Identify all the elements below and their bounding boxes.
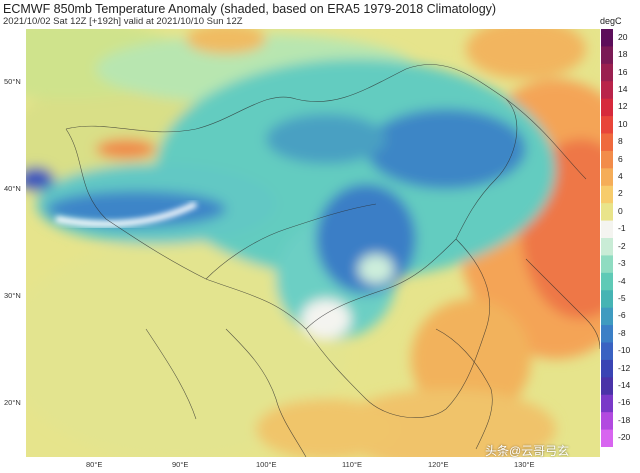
warm-anomaly: [411, 299, 531, 419]
colorbar-swatch: [601, 203, 613, 222]
lat-label: 50°N: [4, 77, 21, 86]
cold-core: [366, 109, 526, 189]
lat-label: 40°N: [4, 184, 21, 193]
colorbar-tick-label: -20: [618, 432, 631, 443]
country-borders: [65, 64, 600, 457]
colorbar-tick-label: 10: [618, 118, 628, 129]
colorbar-tick-label: -4: [618, 275, 626, 286]
colorbar-swatch: [601, 272, 613, 291]
colorbar-unit: degC: [600, 16, 622, 26]
lon-label: 120°E: [428, 460, 449, 469]
map-subtitle: 2021/10/02 Sat 12Z [+192h] valid at 2021…: [3, 16, 243, 27]
colorbar-tick-label: 20: [618, 31, 628, 42]
neutral-spot: [358, 254, 394, 284]
anomaly-map-canvas: [26, 29, 600, 457]
colorbar: [601, 29, 613, 448]
lon-label: 110°E: [342, 460, 362, 469]
colorbar-swatch: [601, 81, 613, 100]
colorbar-swatch: [601, 325, 613, 343]
colorbar-swatch: [601, 429, 613, 448]
colorbar-tick-label: 14: [618, 83, 628, 94]
colorbar-tick-label: 18: [618, 49, 628, 60]
neutral-spot: [301, 299, 351, 339]
watermark: 头条@云哥弓玄: [485, 444, 570, 458]
colorbar-tick-label: -2: [618, 240, 626, 251]
lon-label: 90°E: [172, 460, 189, 469]
cold-core: [266, 114, 386, 164]
colorbar-swatch: [601, 220, 613, 239]
colorbar-tick-label: 0: [618, 205, 623, 216]
colorbar-tick-label: -6: [618, 310, 626, 321]
colorbar-swatch: [601, 255, 613, 274]
colorbar-swatch: [601, 394, 613, 413]
colorbar-tick-label: -1: [618, 223, 626, 234]
colorbar-swatches: [601, 29, 613, 448]
colorbar-swatch: [601, 359, 613, 378]
cold-core: [26, 167, 54, 191]
colorbar-tick-label: -8: [618, 327, 626, 338]
colorbar-tick-label: -10: [618, 345, 631, 356]
colorbar-swatch: [601, 150, 613, 169]
anomaly-patch: [26, 239, 346, 457]
colorbar-tick-label: -16: [618, 397, 631, 408]
colorbar-tick-label: 2: [618, 188, 623, 199]
colorbar-swatch: [601, 412, 613, 431]
lat-label: 20°N: [4, 398, 21, 407]
colorbar-tick-label: 4: [618, 171, 623, 182]
colorbar-swatch: [601, 342, 613, 361]
colorbar-swatch: [601, 98, 613, 117]
colorbar-tick-label: 12: [618, 101, 628, 112]
colorbar-swatch: [601, 116, 613, 134]
colorbar-tick-label: 6: [618, 153, 623, 164]
colorbar-tick-label: 8: [618, 136, 623, 147]
colorbar-swatch: [601, 307, 613, 326]
colorbar-swatch: [601, 29, 613, 47]
cold-core: [46, 191, 226, 227]
map-title: ECMWF 850mb Temperature Anomaly (shaded,…: [3, 2, 497, 16]
colorbar-swatch: [601, 63, 613, 82]
warm-anomaly: [96, 139, 156, 159]
colorbar-swatch: [601, 133, 613, 152]
lat-label: 30°N: [4, 291, 21, 300]
colorbar-swatch: [601, 290, 613, 309]
colorbar-tick-label: -5: [618, 292, 626, 303]
colorbar-tick-label: -3: [618, 258, 626, 269]
colorbar-swatch: [601, 238, 613, 256]
neutral-streak: [55, 201, 198, 227]
colorbar-swatch: [601, 377, 613, 396]
colorbar-tick-label: -12: [618, 362, 631, 373]
colorbar-tick-label: 16: [618, 66, 628, 77]
lon-label: 100°E: [256, 460, 277, 469]
warm-anomaly: [466, 29, 586, 79]
warm-anomaly: [186, 29, 266, 54]
lon-label: 130°E: [514, 460, 535, 469]
colorbar-swatch: [601, 168, 613, 187]
anomaly-map: [26, 29, 600, 457]
warm-anomaly: [256, 399, 396, 457]
colorbar-tick-label: -14: [618, 380, 631, 391]
colorbar-tick-label: -18: [618, 414, 631, 425]
lon-label: 80°E: [86, 460, 103, 469]
colorbar-swatch: [601, 185, 613, 204]
colorbar-swatch: [601, 46, 613, 65]
